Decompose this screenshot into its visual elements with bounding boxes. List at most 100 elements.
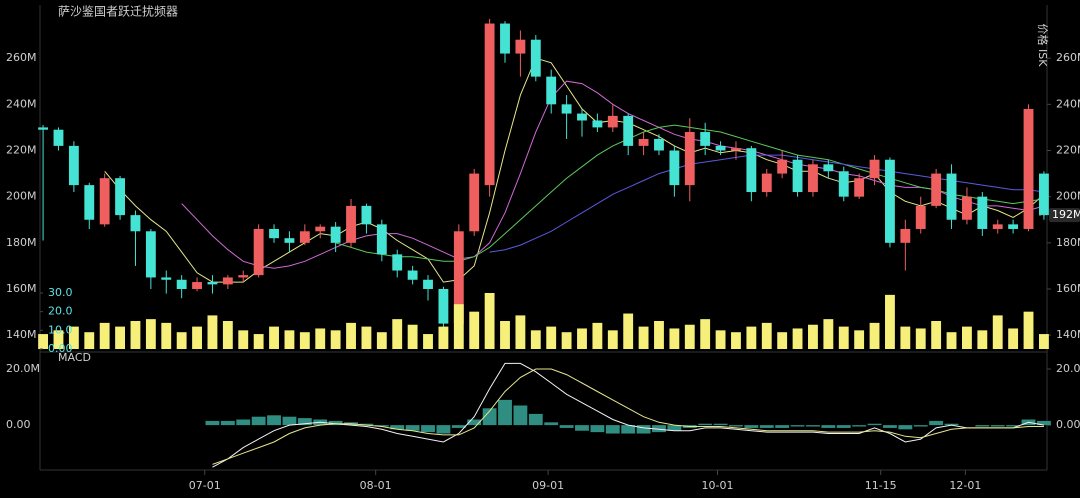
volume-bar [592,322,603,349]
volume-bar [222,321,233,349]
macd-histogram-bar [898,425,913,430]
volume-bar [238,330,249,349]
macd-histogram-bar [852,425,867,427]
volume-bar [992,315,1003,349]
x-tick-label: 11-15 [865,479,897,492]
macd-histogram-bar [236,419,251,426]
candle-body [746,148,757,193]
volume-bar [1038,334,1049,349]
y-tick-label: 260M [6,51,37,64]
macd-histogram-bar [205,420,220,426]
volume-bar [130,321,141,349]
volume-bar [68,326,79,349]
volume-bar [654,321,664,349]
candle-body [530,39,541,77]
candle-body [915,205,926,229]
volume-bar [931,321,942,349]
candle-body [654,138,664,151]
volume-bar [684,324,695,349]
volume-bar [869,322,880,349]
candle-body [900,228,911,243]
volume-tick-label: 30.0 [48,286,73,299]
macd-histogram-bar [390,425,405,430]
y-tick-label-right: 220M [1056,143,1080,156]
candle-body [561,104,572,114]
volume-bar [407,324,418,349]
macd-label: MACD [58,351,91,364]
macd-histogram-bar [482,408,497,426]
macd-tick-label-right: 0.00 [1056,418,1080,431]
macd-histogram-bar [713,423,728,426]
macd-histogram-bar [421,425,435,433]
y-tick-label: 220M [6,143,37,156]
macd-histogram-bar [513,405,528,426]
volume-bar [330,330,341,349]
volume-bar [669,328,680,349]
volume-bar [746,326,757,349]
candle-body [977,196,988,229]
macd-histogram-bar [251,416,266,426]
volume-bar [38,334,49,349]
candle-body [808,164,818,193]
candle-body [469,173,480,232]
macd-histogram-bar [836,425,851,428]
volume-bar [115,326,125,349]
macd-histogram-bar [667,425,682,431]
candle-body [453,231,464,324]
macd-histogram-bar [729,425,743,427]
y-tick-label: 140M [6,328,37,341]
candle-body [946,173,957,220]
candle-body [1038,173,1049,216]
macd-histogram-bar [698,423,713,426]
volume-bar [284,330,295,349]
candle-body [207,282,218,285]
y-tick-label: 160M [6,282,37,295]
candle-body [253,228,264,276]
candle-body [376,224,387,255]
macd-histogram-bar [359,423,374,426]
candle-body [423,279,433,289]
candle-body [161,277,172,280]
volume-bar [515,315,526,349]
x-tick-label: 07-01 [189,479,221,492]
y-tick-label-right: 200M [1056,190,1080,203]
candle-body [84,185,95,220]
volume-bar [977,330,988,349]
volume-tick-label: 10.0 [48,323,73,336]
macd-histogram-bar [297,418,312,426]
macd-line [212,362,1044,468]
volume-tick-label: 0.00 [48,342,73,355]
volume-bar [962,326,972,349]
volume-bar [546,326,557,349]
candle-body [515,39,526,54]
candle-body [392,254,403,271]
moving-average [181,80,1045,269]
candle-body [715,145,726,151]
volume-bar [823,319,834,349]
volume-tick-label: 20.0 [48,305,73,318]
x-tick-label: 08-01 [360,479,392,492]
candle-body [869,159,880,179]
y-tick-label-right: 180M [1056,236,1080,249]
macd-histogram-bar [1006,425,1021,427]
volume-bar [84,332,95,349]
macd-histogram-bar [451,425,466,428]
candle-body [638,138,649,146]
x-tick-label: 12-01 [949,479,981,492]
macd-histogram-bar [744,425,759,428]
candle-body [346,205,356,243]
macd-histogram-bar [374,425,389,427]
candle-body [269,228,279,239]
candle-body [1023,108,1034,229]
candle-body [176,279,187,289]
macd-histogram-bar [867,423,882,426]
last-price-box [1049,208,1080,223]
volume-bar [838,326,849,349]
volume-bar [900,326,911,349]
volume-bar [792,328,803,349]
macd-tick-label-right: 20.0M [1056,362,1080,375]
candle-body [500,23,510,54]
y-tick-label: 240M [6,97,37,110]
macd-histogram-bar [328,420,343,426]
